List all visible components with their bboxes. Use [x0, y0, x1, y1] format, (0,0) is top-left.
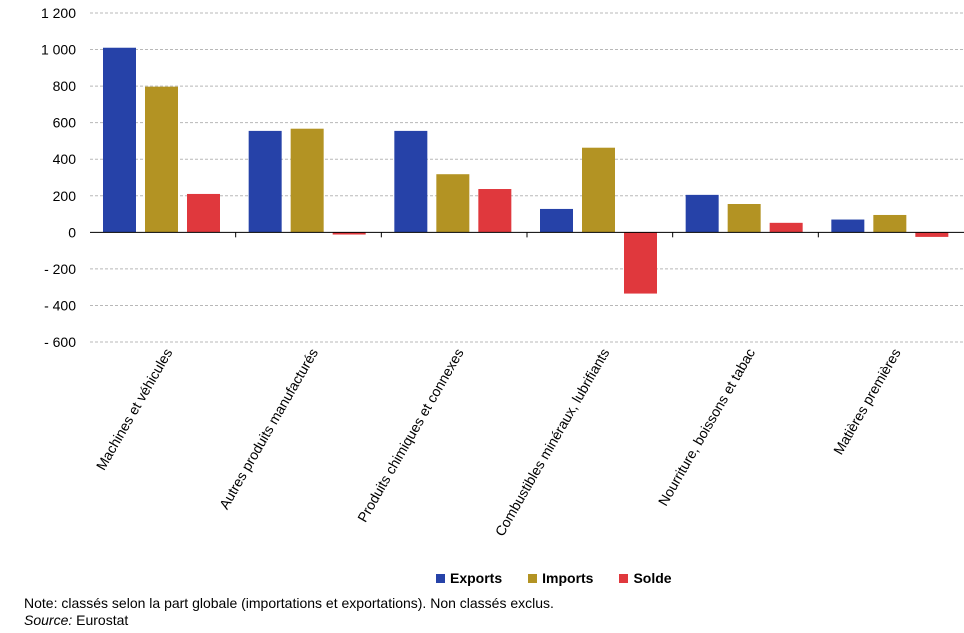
- legend-item-exports: Exports: [436, 570, 502, 586]
- x-tick-label: Machines et véhicules: [93, 346, 176, 473]
- source-value: Eurostat: [72, 612, 129, 628]
- y-tick-label: - 600: [44, 334, 76, 350]
- bar-imports: [145, 86, 178, 233]
- bar-imports: [727, 204, 761, 233]
- footer-notes: Note: classés selon la part globale (imp…: [24, 595, 554, 629]
- legend-item-imports: Imports: [528, 570, 593, 586]
- note-text: Note: classés selon la part globale (imp…: [24, 595, 554, 611]
- source-line: Source: Eurostat: [24, 612, 554, 629]
- bar-exports: [831, 219, 865, 233]
- bar-imports: [436, 174, 470, 233]
- x-tick-label: Autres produits manufacturés: [216, 346, 321, 512]
- bar-solde: [478, 189, 512, 233]
- source-label: Source:: [24, 612, 73, 628]
- legend-swatch-solde: [619, 573, 629, 583]
- legend: Exports Imports Solde: [436, 570, 672, 586]
- legend-swatch-exports: [436, 573, 445, 583]
- bar-imports: [290, 128, 324, 233]
- x-tick-label: Matières premières: [830, 346, 904, 458]
- y-tick-label: 0: [68, 224, 76, 240]
- bars: [103, 47, 949, 294]
- y-tick-label: - 200: [44, 261, 76, 277]
- bar-solde: [187, 193, 220, 233]
- chart: 1 200 1 000 800 600 400 200 0 - 200 - 400 - 600 M…: [41, 5, 964, 539]
- y-tick-label: 1 200: [41, 5, 76, 21]
- bar-exports: [103, 47, 136, 233]
- x-tick-label: Nourriture, boissons et tabac: [655, 346, 758, 509]
- bar-exports: [394, 130, 428, 233]
- legend-item-solde: Solde: [619, 570, 672, 586]
- y-tick-label: 400: [53, 151, 77, 167]
- legend-swatch-imports: [528, 573, 538, 583]
- bar-solde: [769, 222, 803, 233]
- x-axis: Machines et véhicules Autres produits man…: [90, 231, 964, 539]
- gridlines: [90, 12, 964, 343]
- y-tick-label: 1 000: [41, 42, 76, 58]
- legend-label-solde: Solde: [633, 570, 672, 586]
- bar-solde: [332, 232, 366, 235]
- bar-solde: [915, 232, 949, 237]
- bar-exports: [540, 208, 573, 233]
- y-tick-label: 200: [53, 188, 77, 204]
- y-tick-label: 600: [53, 115, 77, 131]
- y-tick-label: - 400: [44, 297, 76, 313]
- legend-label-exports: Exports: [450, 570, 503, 586]
- bar-imports: [582, 147, 615, 233]
- bar-solde: [624, 232, 657, 294]
- bar-exports: [685, 194, 719, 233]
- x-tick-label: Produits chimiques et connexes: [354, 345, 467, 524]
- y-tick-label: 800: [53, 78, 77, 94]
- legend-label-imports: Imports: [542, 570, 594, 586]
- y-axis: 1 200 1 000 800 600 400 200 0 - 200 - 400 - 600: [41, 5, 76, 350]
- bar-exports: [248, 130, 282, 233]
- bar-imports: [873, 214, 907, 233]
- x-tick-label: Combustibles minéraux, lubrifiants: [492, 346, 613, 539]
